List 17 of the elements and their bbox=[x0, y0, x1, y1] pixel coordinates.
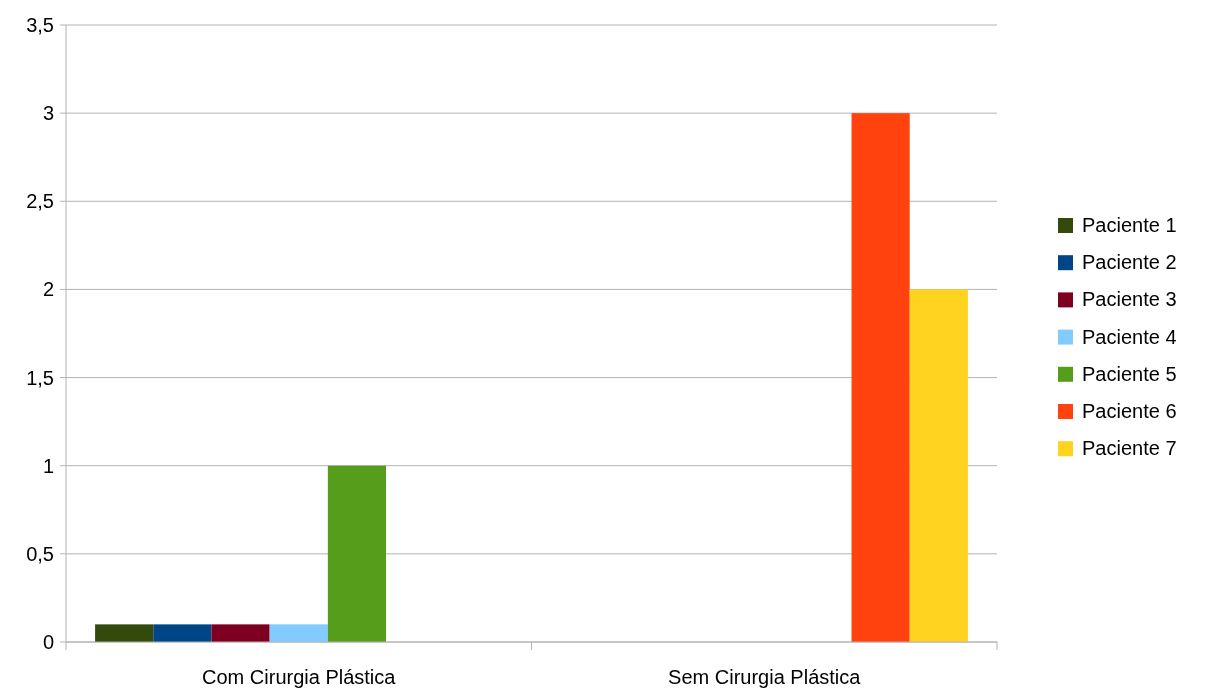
legend-label: Paciente 5 bbox=[1082, 362, 1177, 385]
legend-label: Paciente 1 bbox=[1082, 214, 1177, 236]
y-tick-label: 3 bbox=[42, 102, 54, 125]
y-tick-label: 1,5 bbox=[26, 366, 54, 389]
legend-label: Paciente 6 bbox=[1082, 400, 1177, 422]
legend-label: Paciente 3 bbox=[1082, 288, 1177, 311]
legend-label: Paciente 7 bbox=[1082, 437, 1177, 460]
x-tick-label: Com Cirurgia Plástica bbox=[202, 666, 397, 688]
y-tick-label: 0,5 bbox=[26, 542, 54, 565]
legend-label: Paciente 4 bbox=[1082, 325, 1177, 348]
legend-label: Paciente 2 bbox=[1082, 251, 1177, 274]
y-tick-label: 1 bbox=[42, 454, 54, 477]
x-tick-label: Sem Cirurgia Plástica bbox=[668, 666, 862, 688]
y-tick-label: 3,5 bbox=[26, 14, 54, 36]
y-tick-label: 2,5 bbox=[26, 190, 54, 213]
y-tick-label: 2 bbox=[42, 278, 54, 301]
y-tick-label: 0 bbox=[42, 631, 54, 653]
